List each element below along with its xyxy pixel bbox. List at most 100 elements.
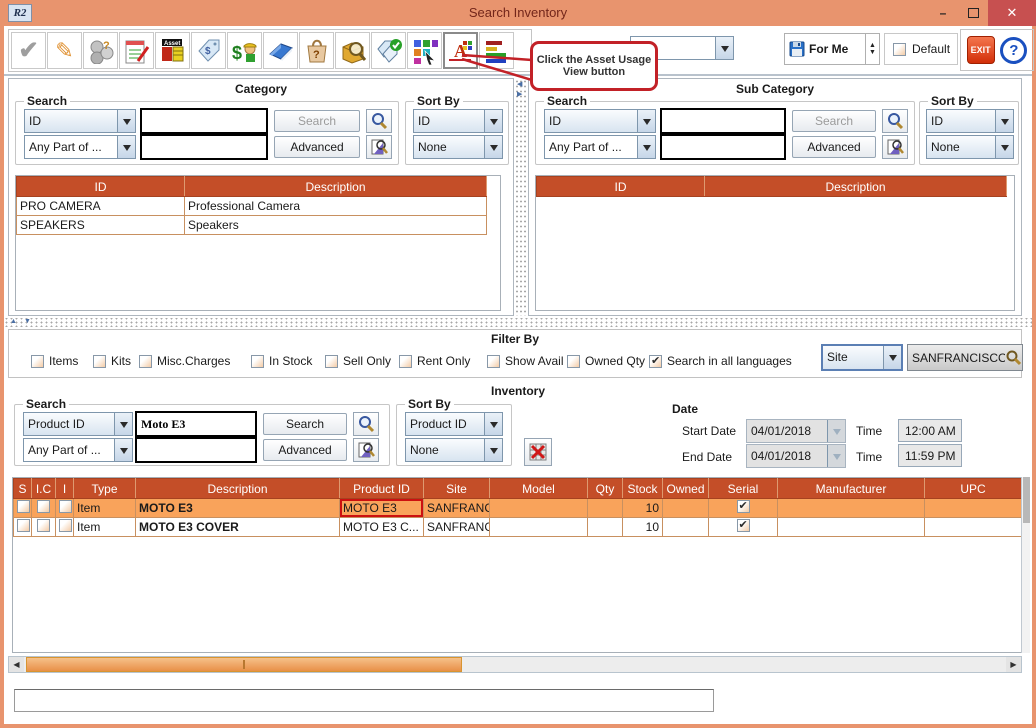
checkbox-items[interactable]	[31, 354, 44, 368]
col-upc[interactable]: UPC	[924, 478, 1021, 499]
help-button[interactable]: ?	[1000, 36, 1028, 64]
subcategory-sort-secondary-combo[interactable]: None	[926, 135, 1014, 159]
search-item-button[interactable]	[335, 32, 370, 69]
chevron-down-icon[interactable]	[117, 136, 135, 158]
exit-button[interactable]: EXIT	[966, 36, 995, 64]
catalog-book-button[interactable]	[263, 32, 298, 69]
subcategory-field-combo[interactable]: ID	[544, 109, 656, 133]
vertical-splitter[interactable]: ◀ ▶	[515, 78, 527, 316]
category-search-input-2[interactable]	[140, 134, 268, 160]
chevron-down-icon[interactable]	[995, 136, 1013, 158]
subcategory-search-input-2[interactable]	[660, 134, 786, 160]
chevron-down-icon[interactable]	[637, 136, 655, 158]
close-button[interactable]: ✕	[988, 0, 1036, 26]
row-i-checkbox[interactable]	[59, 519, 72, 532]
chevron-down-icon[interactable]	[114, 439, 132, 461]
row-ic-checkbox[interactable]	[37, 500, 50, 513]
inventory-advanced-button[interactable]: Advanced	[263, 439, 347, 461]
table-row[interactable]: PRO CAMERA Professional Camera	[16, 196, 487, 216]
checkbox-show-avail[interactable]	[487, 354, 500, 368]
cell-product-id-selected[interactable]: MOTO E3	[339, 498, 424, 518]
col-stock[interactable]: Stock	[622, 478, 663, 499]
splitter-down-icon[interactable]: ▼	[24, 318, 31, 325]
splitter-left-icon[interactable]: ◀	[517, 81, 523, 88]
chevron-down-icon[interactable]	[484, 439, 502, 461]
table-row[interactable]: SPEAKERS Speakers	[16, 215, 487, 235]
serial-checkbox[interactable]	[736, 519, 750, 532]
subcategory-advanced-button[interactable]: Advanced	[792, 136, 876, 158]
subcategory-match-combo[interactable]: Any Part of ...	[544, 135, 656, 159]
category-field-combo[interactable]: ID	[24, 109, 136, 133]
subcategory-sort-primary-combo[interactable]: ID	[926, 109, 1014, 133]
category-sort-primary-combo[interactable]: ID	[413, 109, 503, 133]
col-serial[interactable]: Serial	[708, 478, 778, 499]
edit-button[interactable]: ✎	[47, 32, 82, 69]
chevron-down-icon[interactable]	[995, 110, 1013, 132]
col-type[interactable]: Type	[73, 478, 136, 499]
asset-register-button[interactable]: Asset	[155, 32, 190, 69]
subcategory-search-button[interactable]: Search	[792, 110, 876, 132]
inventory-search-button[interactable]: Search	[263, 413, 347, 435]
asset-usage-view-button[interactable]: A	[443, 32, 478, 69]
start-time-field[interactable]: 12:00 AM	[898, 419, 962, 442]
row-s-checkbox[interactable]	[17, 500, 30, 513]
col-manufacturer[interactable]: Manufacturer	[777, 478, 925, 499]
inventory-sort-secondary-combo[interactable]: None	[405, 438, 503, 462]
category-search-button[interactable]: Search	[274, 110, 360, 132]
col-i[interactable]: I	[55, 478, 74, 499]
category-advanced-button[interactable]: Advanced	[274, 136, 360, 158]
notes-button[interactable]	[119, 32, 154, 69]
col-product-id[interactable]: Product ID	[339, 478, 424, 499]
category-advanced-search-button[interactable]	[366, 135, 392, 159]
chevron-down-icon[interactable]	[484, 136, 502, 158]
subcategory-search-input[interactable]	[660, 108, 786, 134]
chevron-down-icon[interactable]	[715, 37, 733, 59]
splitter-up-icon[interactable]: ▲	[10, 318, 17, 325]
chevron-down-icon[interactable]	[117, 110, 135, 132]
minimize-button[interactable]: –	[939, 6, 947, 20]
end-date-picker[interactable]: 04/01/2018	[746, 444, 846, 468]
row-ic-checkbox[interactable]	[37, 519, 50, 532]
subcategory-magnifier-button[interactable]	[882, 109, 908, 133]
color-grid-button[interactable]	[407, 32, 442, 69]
splitter-right-icon[interactable]: ▶	[517, 91, 523, 98]
table-row[interactable]: Item MOTO E3 MOTO E3 SANFRANCI... 10	[13, 498, 1021, 518]
col-model[interactable]: Model	[489, 478, 588, 499]
category-search-input[interactable]	[140, 108, 268, 134]
start-date-picker[interactable]: 04/01/2018	[746, 419, 846, 443]
table-row[interactable]: Item MOTO E3 COVER MOTO E3 C... SANFRANC…	[13, 517, 1021, 537]
inventory-search-input[interactable]	[135, 411, 257, 437]
inventory-advanced-search-button[interactable]	[353, 438, 379, 462]
col-s[interactable]: S	[13, 478, 32, 499]
inventory-search-input-2[interactable]	[135, 437, 257, 463]
chevron-down-icon[interactable]	[883, 346, 901, 369]
vertical-scrollbar[interactable]	[1021, 477, 1030, 653]
chevron-down-icon[interactable]	[484, 413, 502, 435]
default-checkbox[interactable]	[893, 42, 906, 56]
vertical-scroll-thumb[interactable]	[1023, 477, 1030, 523]
checkbox-kits[interactable]	[93, 354, 106, 368]
inventory-field-combo[interactable]: Product ID	[23, 412, 133, 436]
status-input[interactable]	[14, 689, 714, 712]
category-match-combo[interactable]: Any Part of ...	[24, 135, 136, 159]
scroll-left-arrow[interactable]: ◀	[9, 657, 24, 672]
checkbox-owned-qty[interactable]	[567, 354, 580, 368]
category-col-description[interactable]: Description	[184, 176, 487, 197]
category-magnifier-button[interactable]	[366, 109, 392, 133]
horizontal-splitter[interactable]: ▲ ▼	[4, 318, 1032, 327]
site-search-field[interactable]: SANFRANCISCO	[907, 344, 1023, 371]
verify-tags-button[interactable]	[371, 32, 406, 69]
clear-results-button[interactable]	[524, 438, 552, 466]
col-description[interactable]: Description	[135, 478, 340, 499]
chevron-down-icon[interactable]	[114, 413, 132, 435]
price-tag-button[interactable]: $	[191, 32, 226, 69]
batch-query-button[interactable]: ?	[83, 32, 118, 69]
scroll-right-arrow[interactable]: ▶	[1006, 657, 1021, 672]
checkbox-in-stock[interactable]	[251, 354, 264, 368]
labor-cost-button[interactable]: $	[227, 32, 262, 69]
row-i-checkbox[interactable]	[59, 500, 72, 513]
inventory-match-combo[interactable]: Any Part of ...	[23, 438, 133, 462]
col-owned[interactable]: Owned	[662, 478, 709, 499]
maximize-button[interactable]	[958, 0, 988, 26]
category-sort-secondary-combo[interactable]: None	[413, 135, 503, 159]
